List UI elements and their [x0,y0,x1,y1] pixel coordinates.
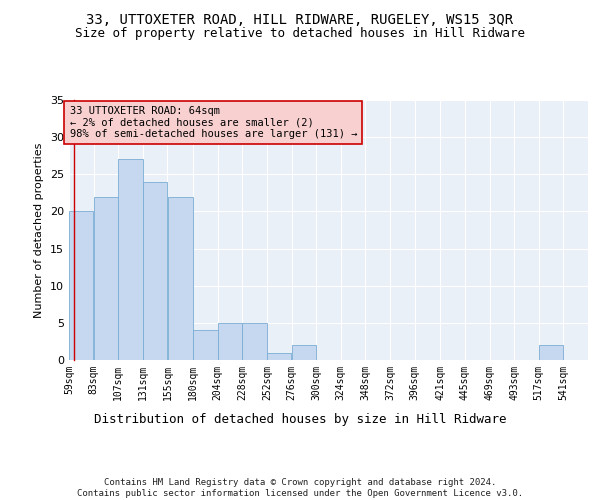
Y-axis label: Number of detached properties: Number of detached properties [34,142,44,318]
Bar [292,345,316,360]
Bar [94,196,118,360]
Text: Size of property relative to detached houses in Hill Ridware: Size of property relative to detached ho… [75,28,525,40]
Text: 33, UTTOXETER ROAD, HILL RIDWARE, RUGELEY, WS15 3QR: 33, UTTOXETER ROAD, HILL RIDWARE, RUGELE… [86,12,514,26]
Bar [193,330,218,360]
Bar [267,352,292,360]
Bar [118,160,143,360]
Bar [242,323,267,360]
Bar [69,212,94,360]
Bar [218,323,242,360]
Text: Contains HM Land Registry data © Crown copyright and database right 2024.
Contai: Contains HM Land Registry data © Crown c… [77,478,523,498]
Bar [167,196,193,360]
Text: 33 UTTOXETER ROAD: 64sqm
← 2% of detached houses are smaller (2)
98% of semi-det: 33 UTTOXETER ROAD: 64sqm ← 2% of detache… [70,106,357,139]
Bar [143,182,167,360]
Bar [539,345,563,360]
Text: Distribution of detached houses by size in Hill Ridware: Distribution of detached houses by size … [94,412,506,426]
